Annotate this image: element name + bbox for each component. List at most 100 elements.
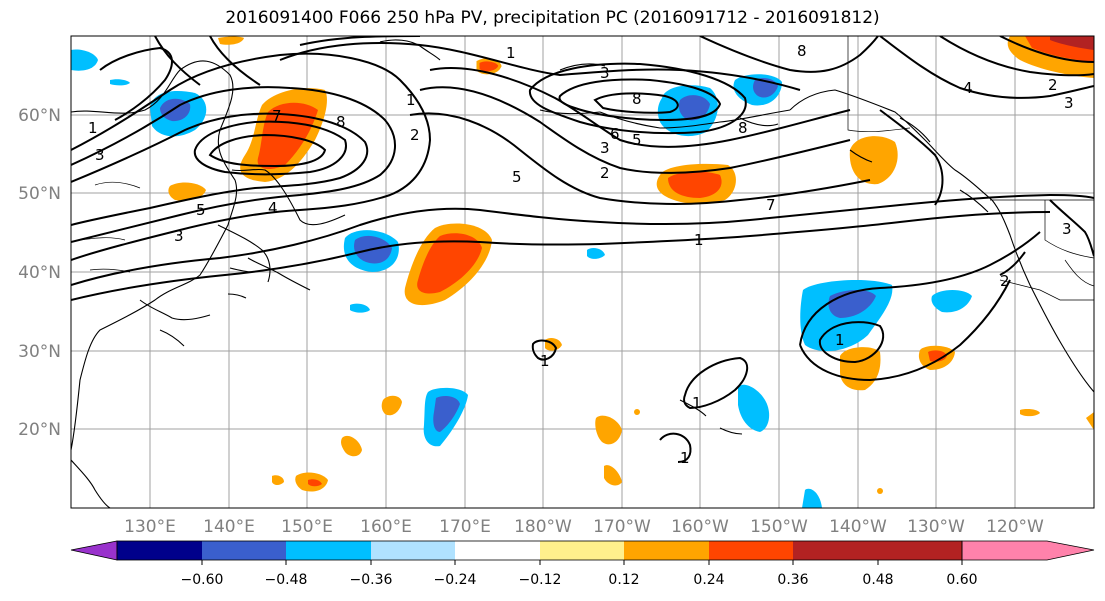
contour-label: 3 xyxy=(1062,220,1072,238)
contour-label: 7 xyxy=(272,107,282,125)
contour-label: 1 xyxy=(680,449,690,467)
contour-label: 5 xyxy=(512,168,522,186)
lon-label: 140°W xyxy=(829,517,887,537)
positive-spot-11 xyxy=(1086,412,1094,430)
contour-label: 5 xyxy=(196,201,206,219)
colorbar: −0.60 −0.48 −0.36 −0.24 −0.12 0.12 0.24 … xyxy=(70,540,1095,588)
contour-label: 2 xyxy=(410,126,420,144)
lon-label: 150°E xyxy=(281,517,333,537)
colorbar-swatch xyxy=(202,541,286,560)
colorbar-swatch xyxy=(286,541,371,560)
contour-label: 2 xyxy=(1000,272,1010,290)
contour-label: 7 xyxy=(766,196,776,214)
negative-blob-west-edge xyxy=(71,49,98,71)
colorbar-swatch xyxy=(709,541,793,560)
lon-label: 130°W xyxy=(907,517,965,537)
positive-spot-3-core xyxy=(308,479,322,487)
positive-blob-30n-130w xyxy=(918,345,955,370)
lon-label: 150°W xyxy=(750,517,808,537)
lon-label: 130°E xyxy=(124,517,176,537)
colorbar-swatch xyxy=(455,541,540,560)
negative-blob-small-1 xyxy=(110,79,130,86)
longitude-labels: 130°E 140°E 150°E 160°E 170°E 180°W 170°… xyxy=(124,517,1044,537)
colorbar-tick-label: 0.48 xyxy=(862,572,893,588)
colorbar-tick-label: −0.48 xyxy=(265,572,308,588)
negative-blob-small-3 xyxy=(587,247,605,259)
colorbar-swatch xyxy=(117,541,202,560)
colorbar-tick-label: 0.60 xyxy=(946,572,977,588)
positive-spot-1 xyxy=(381,395,402,416)
colorbar-tick-label: −0.12 xyxy=(519,572,562,588)
colorbar-tick-label: 0.36 xyxy=(777,572,808,588)
contour-label: 8 xyxy=(738,119,748,137)
positive-blob-gulf-alaska xyxy=(849,136,898,185)
lon-label: 120°W xyxy=(986,517,1044,537)
lat-label: 50°N xyxy=(18,184,61,204)
positive-blob-160w xyxy=(656,163,736,204)
lon-label: 140°E xyxy=(203,517,255,537)
positive-spot-2 xyxy=(341,435,362,457)
contour-label: 2 xyxy=(600,164,610,182)
colorbar-tick-label: −0.24 xyxy=(434,572,477,588)
contour-label: 3 xyxy=(174,227,184,245)
lon-label: 180°W xyxy=(514,517,572,537)
contour-label: 1 xyxy=(692,394,702,412)
lon-label: 160°W xyxy=(671,517,729,537)
colorbar-tick-label: −0.60 xyxy=(181,572,224,588)
contour-label: 2 xyxy=(1048,76,1058,94)
lat-label: 20°N xyxy=(18,420,61,440)
negative-blob-small-4 xyxy=(350,303,370,313)
contour-label: 8 xyxy=(336,113,346,131)
lat-label: 30°N xyxy=(18,342,61,362)
contour-label: 6 xyxy=(610,125,620,143)
positive-spot-4 xyxy=(272,475,284,485)
lon-label: 170°E xyxy=(439,517,491,537)
negative-blob-130w xyxy=(931,290,972,313)
colorbar-swatch xyxy=(878,541,962,560)
negative-blob-160e xyxy=(343,230,399,272)
contour-label: 1 xyxy=(694,231,704,249)
contour-label: 8 xyxy=(632,90,642,108)
contour-label: 3 xyxy=(95,146,105,164)
contour-label: 1 xyxy=(540,352,550,370)
contour-label: 1 xyxy=(506,44,516,62)
negative-blob-south-edge xyxy=(802,488,822,508)
positive-blob-170e xyxy=(404,223,492,306)
colorbar-tick-label: 0.12 xyxy=(608,572,639,588)
contour-label: 8 xyxy=(797,42,807,60)
lat-label: 40°N xyxy=(18,263,61,283)
contour-label: 1 xyxy=(406,91,416,109)
positive-spot-6 xyxy=(604,465,622,486)
colorbar-extend-right xyxy=(961,540,1095,561)
lat-label: 60°N xyxy=(18,106,61,126)
colorbar-tick-label: 0.24 xyxy=(693,572,724,588)
pv-contours xyxy=(71,36,1094,463)
contour-label: 3 xyxy=(600,139,610,157)
contour-label: 5 xyxy=(632,131,642,149)
figure-title: 2016091400 F066 250 hPa PV, precipitatio… xyxy=(225,8,880,28)
latitude-labels: 60°N 50°N 40°N 30°N 20°N xyxy=(18,106,61,440)
colorbar-extend-left xyxy=(70,540,118,561)
contour-labels: 1 3 5 7 8 4 5 3 1 1 2 3 8 6 5 3 2 7 8 1 … xyxy=(88,42,1074,467)
positive-spot-8 xyxy=(1020,409,1040,417)
contour-label: 3 xyxy=(600,64,610,82)
colorbar-tick-label: −0.36 xyxy=(350,572,393,588)
contour-label: 1 xyxy=(835,331,845,349)
positive-blob-ne-corner xyxy=(1007,36,1094,78)
contour-label: 1 xyxy=(88,119,98,137)
colorbar-swatch xyxy=(540,541,624,560)
positive-blob-sakhalin xyxy=(168,182,206,201)
positive-blob-north-edge xyxy=(218,36,244,45)
contour-label: 3 xyxy=(1064,94,1074,112)
positive-spot-10 xyxy=(877,488,883,494)
positive-spot-5 xyxy=(595,415,622,445)
negative-blob-165e-south xyxy=(423,387,468,447)
colorbar-swatch xyxy=(371,541,455,560)
map-frame xyxy=(70,35,1095,509)
lon-label: 160°E xyxy=(360,517,412,537)
contour-label: 4 xyxy=(268,199,278,217)
positive-spot-9 xyxy=(634,409,640,415)
colorbar-swatch xyxy=(624,541,709,560)
negative-blob-hawaii xyxy=(738,384,770,432)
